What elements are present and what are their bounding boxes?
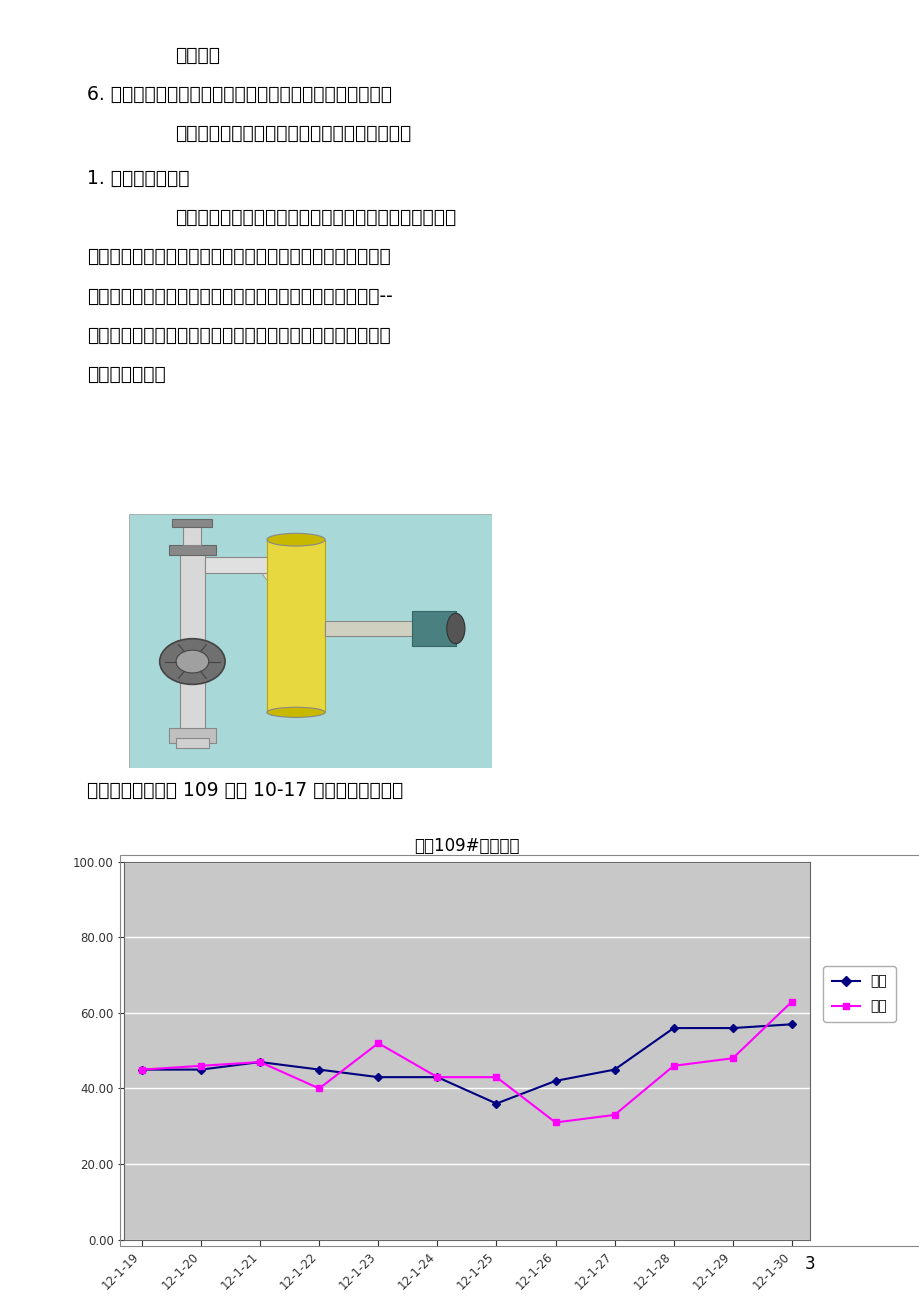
测量 (195, 1059, 206, 1074)
人工 (431, 1069, 442, 1085)
Line: 人工: 人工 (139, 1021, 794, 1107)
Text: 相的充分分离。: 相的充分分离。 (87, 365, 166, 384)
Ellipse shape (447, 613, 464, 643)
测量 (491, 1069, 502, 1085)
Ellipse shape (267, 534, 324, 546)
Text: 6. 对于计量间流程中，经过气液分离设备后排出的液体仍然: 6. 对于计量间流程中，经过气液分离设备后排出的液体仍然 (87, 85, 392, 104)
人工 (786, 1017, 797, 1032)
Bar (179, 547, 205, 730)
Title: 西柳109#含水曲线: 西柳109#含水曲线 (414, 837, 519, 855)
测量 (550, 1115, 561, 1130)
Line: 测量: 测量 (139, 999, 794, 1126)
Text: 华北油田西柳工区 109 井及 10-17 井含水检测结果：: 华北油田西柳工区 109 井及 10-17 井含水检测结果： (87, 781, 403, 801)
测量 (786, 993, 797, 1009)
Text: 1. 油水检测装置：: 1. 油水检测装置： (87, 169, 189, 189)
Bar (172, 519, 212, 527)
测量 (727, 1051, 738, 1066)
Circle shape (160, 639, 225, 685)
Legend: 人工, 测量: 人工, 测量 (823, 966, 895, 1022)
Bar (168, 728, 216, 742)
人工 (255, 1055, 266, 1070)
Bar (183, 525, 201, 544)
人工 (136, 1062, 147, 1078)
Bar (324, 621, 415, 637)
人工 (313, 1062, 324, 1078)
Text: 存在原油携气的问题，则采用多相流检测系统。: 存在原油携气的问题，则采用多相流检测系统。 (175, 124, 411, 143)
Text: 3: 3 (803, 1255, 814, 1273)
人工 (491, 1096, 502, 1112)
人工 (667, 1021, 678, 1036)
测量 (667, 1059, 678, 1074)
Ellipse shape (267, 707, 324, 717)
Text: 温度、流速、管径、粘度、以及气、油、水的三相比例，进行: 温度、流速、管径、粘度、以及气、油、水的三相比例，进行 (87, 247, 391, 267)
测量 (431, 1069, 442, 1085)
Text: 旋流器采用流体动态模拟软件，对于油井流体根据压力、: 旋流器采用流体动态模拟软件，对于油井流体根据压力、 (175, 208, 456, 228)
Bar (168, 544, 216, 555)
人工 (195, 1062, 206, 1078)
人工 (550, 1073, 561, 1088)
Bar (412, 611, 456, 646)
测量 (372, 1035, 383, 1051)
Bar (176, 738, 209, 747)
人工 (727, 1021, 738, 1036)
Text: 旋流器，经过多次的实验室及现场试验，成功的解决了气液两: 旋流器，经过多次的实验室及现场试验，成功的解决了气液两 (87, 326, 391, 345)
Text: 量系统。: 量系统。 (175, 46, 220, 65)
测量 (136, 1062, 147, 1078)
测量 (313, 1081, 324, 1096)
Bar (205, 557, 285, 573)
人工 (608, 1062, 619, 1078)
测量 (255, 1055, 266, 1070)
Bar (267, 540, 324, 712)
Text: 流态模拟，采用旋流原理成功的设计出变径的气液分离装置--: 流态模拟，采用旋流原理成功的设计出变径的气液分离装置-- (87, 286, 392, 306)
Circle shape (176, 650, 209, 673)
测量 (608, 1107, 619, 1122)
人工 (372, 1069, 383, 1085)
